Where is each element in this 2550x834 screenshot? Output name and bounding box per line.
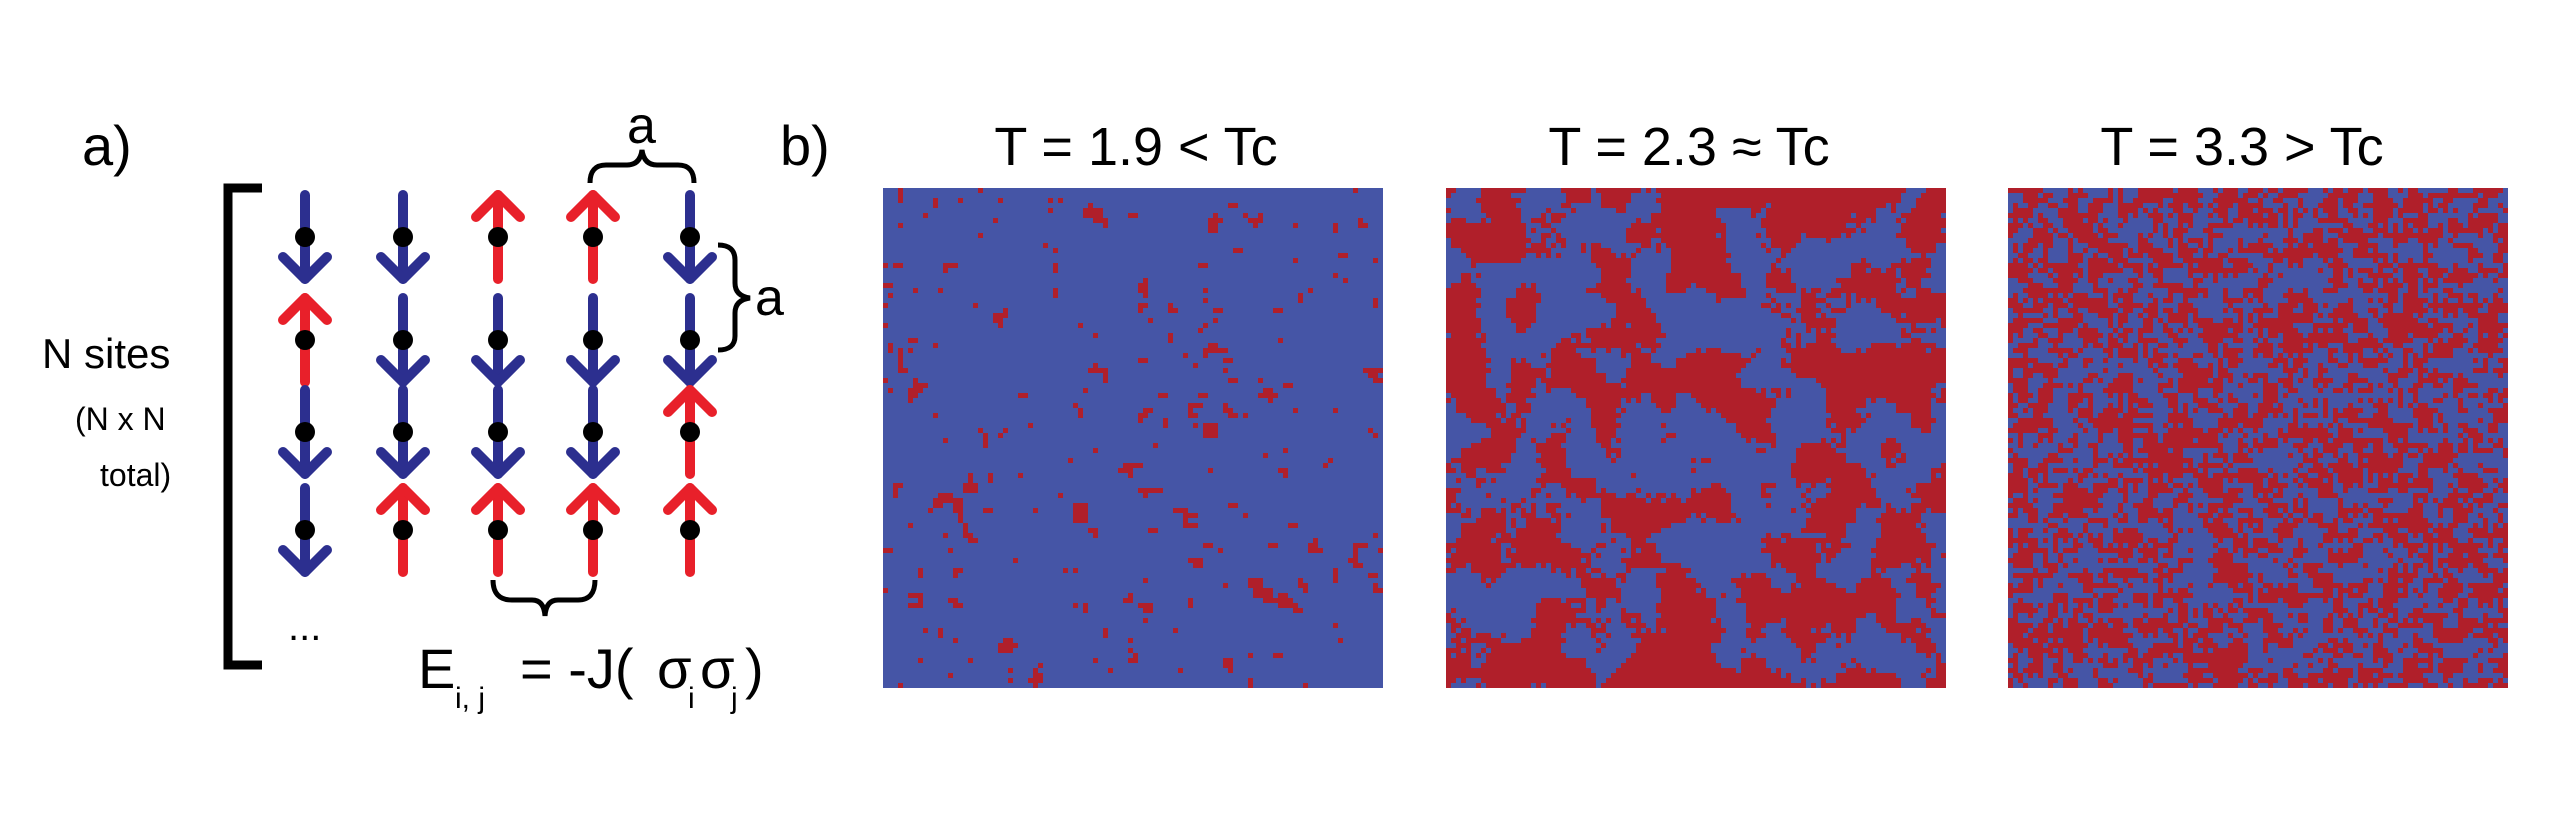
panel-a: a) N sites (N x N total) ... a a E i, j … [42, 97, 784, 715]
spin-down-arrow [663, 293, 717, 387]
lattice-title-1: T = 1.9 < Tc [994, 117, 1277, 177]
spin-down-arrow [471, 293, 525, 387]
spin-down-arrow [376, 190, 430, 284]
lattice-site [488, 422, 508, 442]
lattice-title-2: T = 2.3 ≈ Tc [1548, 117, 1829, 177]
spin-down-arrow [471, 385, 525, 479]
spin-down-arrow [566, 385, 620, 479]
up-spin-domains [1446, 188, 1946, 688]
spin-up-arrow [566, 190, 620, 284]
lattice-site [488, 227, 508, 247]
lattice-site [583, 330, 603, 350]
total-label-line1: (N x N [75, 401, 166, 437]
spacing-label-right: a [755, 269, 784, 327]
lattice-site [488, 520, 508, 540]
energy-sigma-i: σ [657, 637, 692, 700]
total-label-line2: total) [100, 457, 171, 493]
spin-up-arrow [376, 483, 430, 577]
spin-down-arrow [278, 190, 332, 284]
lattice-site [393, 330, 413, 350]
spin-lattice-high-T [2008, 188, 2508, 688]
panel-a-label: a) [82, 114, 132, 177]
spin-down-arrow [278, 385, 332, 479]
spin-up-arrow [566, 483, 620, 577]
lattice-site [680, 422, 700, 442]
lattice-bracket [223, 183, 262, 670]
spin-up-arrow [471, 483, 525, 577]
spacing-label-top: a [627, 97, 656, 155]
top-spacing-brace [587, 149, 697, 184]
sites-label: N sites [42, 330, 170, 377]
right-spacing-brace [717, 242, 751, 353]
lattice-site [583, 422, 603, 442]
lattice-site [583, 520, 603, 540]
lattice-title-3: T = 3.3 > Tc [2100, 117, 2383, 177]
lattice-site [393, 520, 413, 540]
spin-down-arrow [376, 293, 430, 387]
energy-suffix: ) [745, 637, 764, 700]
spin-up-arrow [663, 483, 717, 577]
spin-down-arrow [566, 293, 620, 387]
lattice-site [393, 227, 413, 247]
up-spin-domains [2008, 188, 2508, 688]
energy-sub-ij: i, j [455, 682, 485, 715]
lattice-site [680, 520, 700, 540]
energy-equation: E i, j = -J( σ i σ j ) [418, 637, 764, 715]
panel-b: b) T = 1.9 < Tc T = 2.3 ≈ Tc T = 3.3 > T… [780, 114, 2508, 688]
spin-up-arrow [663, 385, 717, 479]
lattice-site [680, 330, 700, 350]
lattice-background [883, 188, 1383, 688]
energy-sub-j: j [730, 682, 738, 715]
spin-up-arrow [471, 190, 525, 284]
lattice-site [488, 330, 508, 350]
lattice-site [295, 520, 315, 540]
energy-sigma-j: σ [700, 637, 735, 700]
spin-down-arrow [663, 190, 717, 284]
lattice-site [393, 422, 413, 442]
energy-sub-i: i [688, 682, 695, 715]
spin-lattice [278, 190, 717, 577]
spin-lattice-critical-T [1446, 188, 1946, 688]
spin-up-arrow [278, 293, 332, 387]
lattice-site [583, 227, 603, 247]
energy-E: E [418, 637, 455, 700]
lattice-site [680, 227, 700, 247]
lattice-site [295, 330, 315, 350]
energy-prefix: = -J( [520, 637, 634, 700]
lattice-site [295, 227, 315, 247]
spin-lattice-low-T [883, 188, 1383, 688]
neighbour-brace [490, 579, 598, 617]
up-spin-domains [883, 188, 1383, 688]
spin-down-arrow [278, 483, 332, 577]
ellipsis: ... [288, 605, 321, 649]
spin-down-arrow [376, 385, 430, 479]
lattice-site [295, 422, 315, 442]
panel-b-label: b) [780, 114, 830, 177]
